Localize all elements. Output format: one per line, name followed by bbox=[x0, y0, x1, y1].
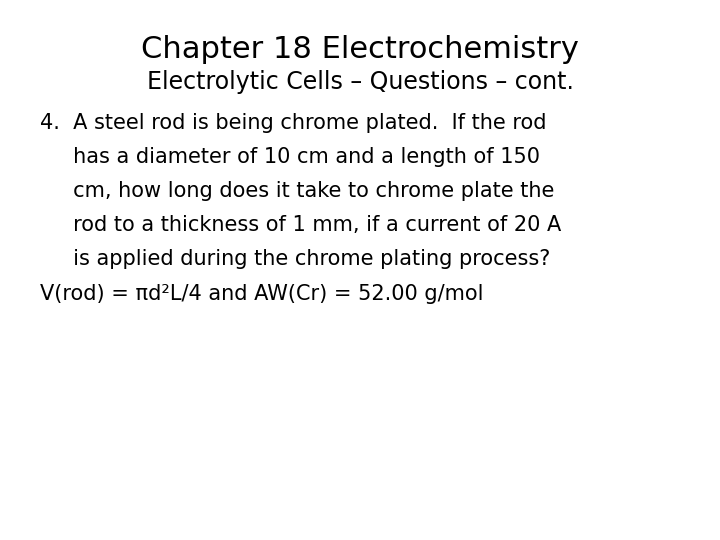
Text: 4.  A steel rod is being chrome plated.  If the rod: 4. A steel rod is being chrome plated. I… bbox=[40, 113, 546, 133]
Text: rod to a thickness of 1 mm, if a current of 20 A: rod to a thickness of 1 mm, if a current… bbox=[40, 215, 561, 235]
Text: Electrolytic Cells – Questions – cont.: Electrolytic Cells – Questions – cont. bbox=[147, 70, 573, 94]
Text: Chapter 18 Electrochemistry: Chapter 18 Electrochemistry bbox=[141, 35, 579, 64]
Text: V(rod) = πd²L/4 and AW(Cr) = 52.00 g/mol: V(rod) = πd²L/4 and AW(Cr) = 52.00 g/mol bbox=[40, 284, 483, 303]
Text: cm, how long does it take to chrome plate the: cm, how long does it take to chrome plat… bbox=[40, 181, 554, 201]
Text: is applied during the chrome plating process?: is applied during the chrome plating pro… bbox=[40, 249, 550, 269]
Text: has a diameter of 10 cm and a length of 150: has a diameter of 10 cm and a length of … bbox=[40, 147, 539, 167]
